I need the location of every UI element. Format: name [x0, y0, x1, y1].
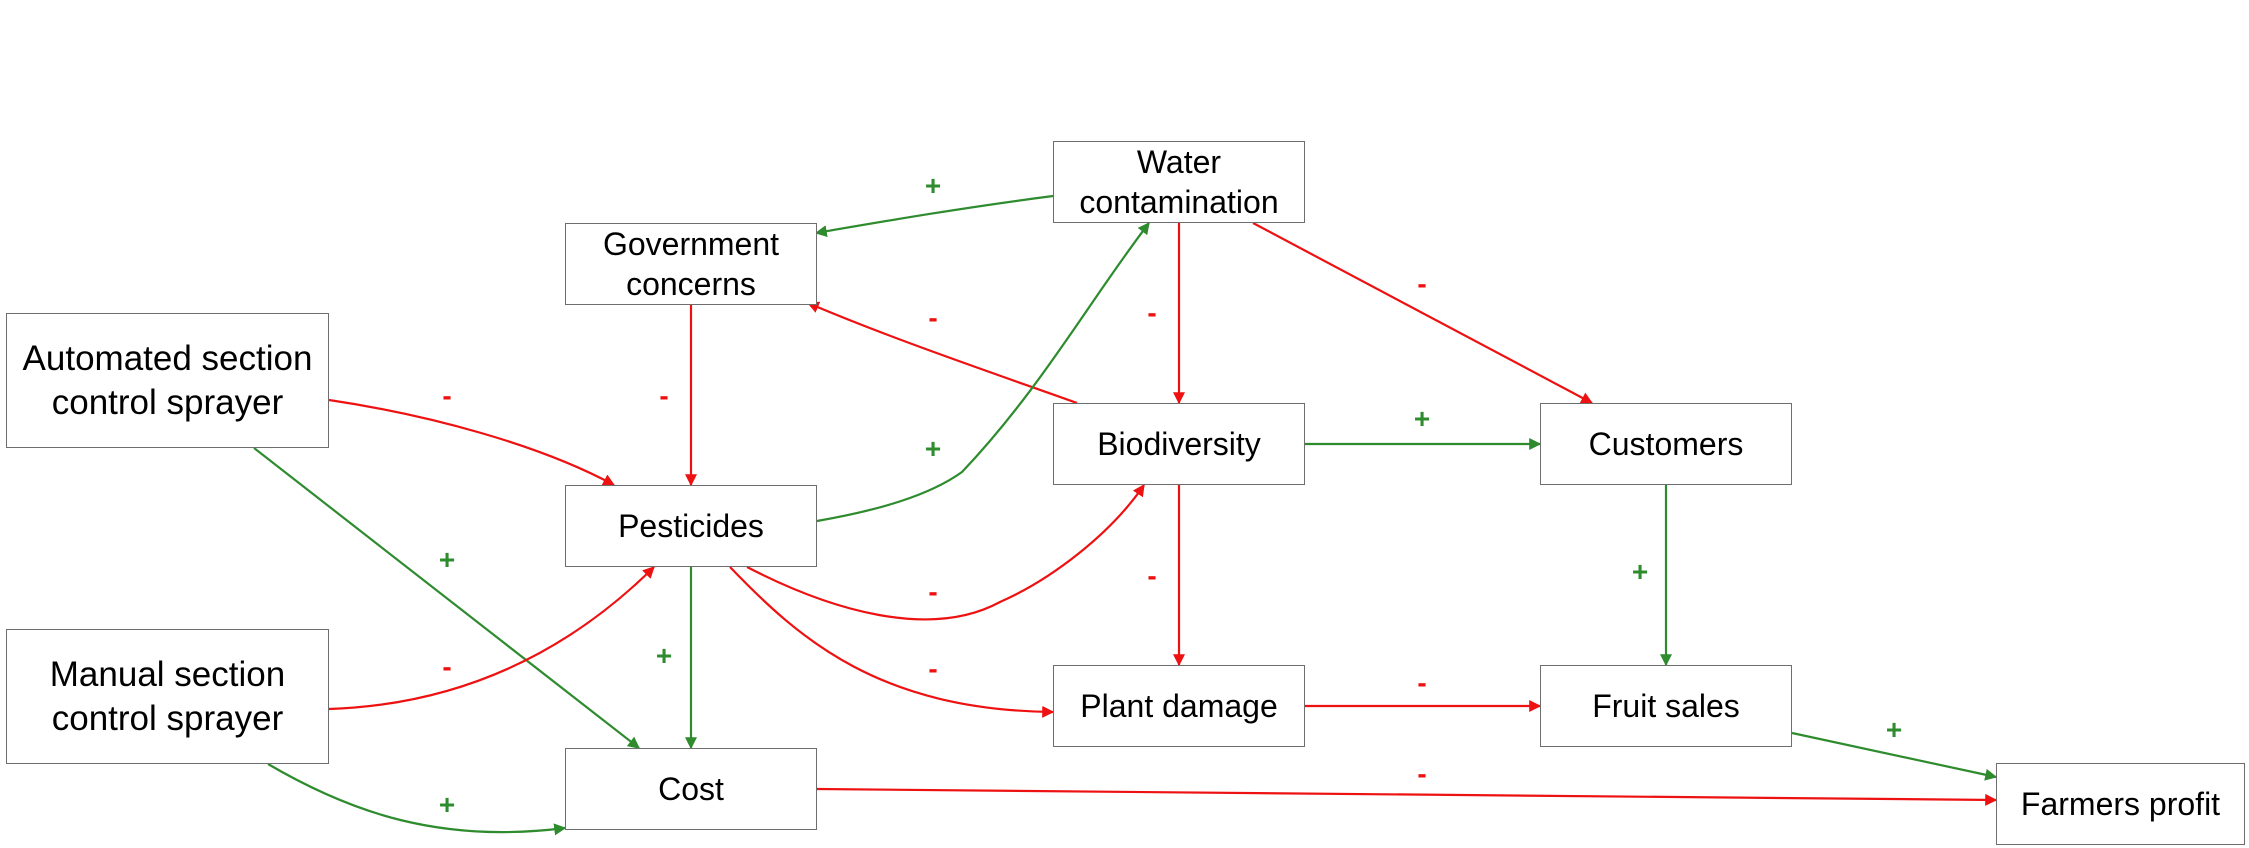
sign-pesticides-to-cost: +	[655, 640, 673, 671]
node-pesticides-label: Pesticides	[618, 508, 764, 544]
edge-cost-to-profit	[816, 787, 1998, 806]
edge-fruit-sales-to-profit	[1791, 731, 1998, 781]
sign-manual-to-pesticides: -	[442, 651, 452, 682]
sign-automated-to-pesticides: -	[442, 380, 452, 411]
node-automated-sprayer-label: Automated section control sprayer	[22, 338, 313, 422]
sign-customers-to-fruit-sales: +	[1631, 556, 1649, 587]
edge-biodiversity-to-government	[806, 301, 1078, 405]
node-biodiversity: Biodiversity	[1053, 403, 1305, 485]
node-biodiversity-label: Biodiversity	[1097, 426, 1261, 462]
edge-automated-to-cost	[253, 447, 640, 749]
node-government-concerns: Government concerns	[565, 223, 817, 305]
node-farmers-profit: Farmers profit	[1996, 763, 2245, 845]
edge-pesticides-to-plant-damage	[729, 566, 1055, 718]
sign-cost-to-profit: -	[1417, 758, 1427, 789]
sign-pesticides-to-biodiversity: -	[928, 576, 938, 607]
sign-plant-damage-to-fruit-sales: -	[1417, 667, 1427, 698]
node-water-contamination: Water contamination	[1053, 141, 1305, 223]
node-farmers-profit-label: Farmers profit	[2020, 786, 2221, 822]
node-cost: Cost	[565, 748, 817, 830]
node-water-contamination-label: Water contamination	[1079, 144, 1279, 220]
node-cost-label: Cost	[658, 771, 724, 807]
sign-biodiversity-to-government: -	[928, 302, 938, 333]
node-government-concerns-label: Government concerns	[602, 226, 780, 302]
edge-manual-to-pesticides	[328, 566, 655, 711]
edge-water-to-government	[814, 194, 1054, 238]
node-customers: Customers	[1540, 403, 1792, 485]
sign-pesticides-to-plant-damage: -	[928, 653, 938, 684]
edge-water-to-customers	[1252, 222, 1594, 404]
node-customers-label: Customers	[1588, 426, 1744, 462]
node-pesticides: Pesticides	[565, 485, 817, 567]
sign-water-to-biodiversity: -	[1147, 297, 1157, 328]
sign-biodiversity-to-customers: +	[1413, 403, 1431, 434]
sign-manual-to-cost: +	[438, 789, 456, 820]
sign-water-to-customers: -	[1417, 268, 1427, 299]
sign-biodiversity-to-plant-damage: -	[1147, 560, 1157, 591]
sign-government-to-pesticides: -	[659, 380, 669, 411]
node-fruit-sales: Fruit sales	[1540, 665, 1792, 747]
edge-pesticides-to-biodiversity	[746, 484, 1145, 621]
edge-pesticides-to-water	[816, 222, 1150, 523]
sign-automated-to-cost: +	[438, 544, 456, 575]
edge-automated-to-pesticides	[328, 398, 616, 486]
node-automated-sprayer: Automated section control sprayer	[6, 313, 329, 448]
node-plant-damage-label: Plant damage	[1080, 688, 1278, 724]
sign-water-to-government: +	[924, 170, 942, 201]
node-plant-damage: Plant damage	[1053, 665, 1305, 747]
edge-manual-to-cost	[267, 763, 567, 836]
sign-fruit-sales-to-profit: +	[1885, 714, 1903, 745]
node-fruit-sales-label: Fruit sales	[1592, 688, 1740, 724]
node-manual-sprayer: Manual section control sprayer	[6, 629, 329, 764]
sign-pesticides-to-water: +	[924, 433, 942, 464]
node-manual-sprayer-label: Manual section control sprayer	[49, 654, 286, 738]
edges-layer	[253, 194, 1998, 836]
